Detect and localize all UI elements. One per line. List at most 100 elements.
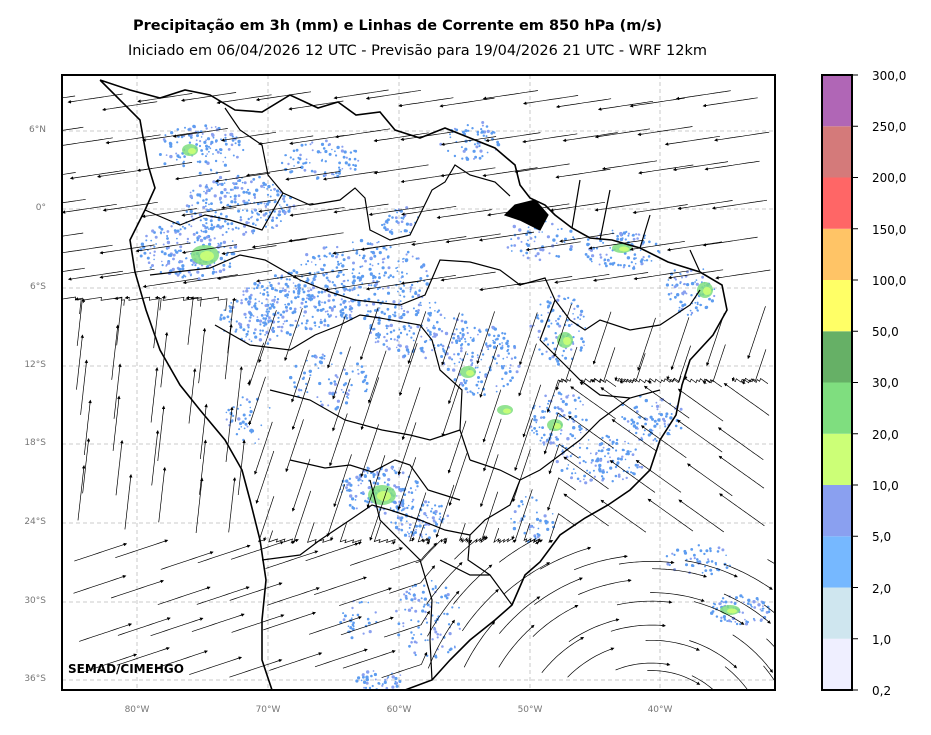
streamline-arrow: [555, 104, 561, 109]
streamline: [601, 500, 647, 533]
streamlines-850hpa: [62, 89, 775, 709]
streamline: [417, 524, 431, 543]
streamline: [63, 203, 117, 213]
streamline: [229, 659, 281, 678]
streamline-arrow: [719, 493, 724, 497]
streamline: [573, 555, 627, 571]
streamline: [329, 413, 348, 465]
streamline: [402, 275, 456, 284]
streamline: [596, 201, 650, 211]
colorbar-band: [822, 587, 852, 639]
streamline: [480, 231, 535, 241]
streamline-arrow: [198, 617, 204, 621]
streamline: [187, 296, 194, 345]
streamline: [615, 662, 669, 671]
streamline: [327, 484, 346, 536]
streamline: [401, 131, 456, 140]
streamline-arrow: [216, 100, 222, 105]
map-title: Precipitação em 3h (mm) e Linhas de Corr…: [133, 18, 662, 34]
streamline: [154, 650, 207, 669]
streamline-arrow: [458, 561, 463, 566]
streamline: [188, 369, 196, 424]
streamline-arrow: [733, 574, 738, 578]
streamline: [723, 593, 770, 623]
streamline: [679, 500, 724, 533]
streamline: [286, 419, 304, 471]
streamline: [199, 441, 206, 495]
streamline: [158, 468, 166, 523]
streamline: [442, 271, 496, 281]
streamline-arrow: [330, 536, 334, 542]
streamline: [689, 640, 737, 668]
streamline-arrow: [231, 297, 237, 302]
streamline-arrow: [311, 611, 317, 616]
streamline-arrow: [263, 536, 267, 542]
streamline-arrow: [666, 375, 670, 381]
streamline-arrow: [114, 296, 120, 301]
streamline-arrow: [536, 596, 541, 600]
streamline-arrow: [401, 435, 406, 441]
streamline: [441, 167, 496, 177]
streamline-arrow: [672, 167, 678, 172]
colorbar-band: [822, 382, 852, 434]
streamline: [610, 624, 665, 632]
streamline: [555, 274, 610, 283]
streamline: [253, 238, 307, 248]
streamline-arrow: [124, 295, 130, 300]
lat-label: 0°: [35, 203, 46, 213]
streamline-arrow: [718, 455, 723, 460]
streamline: [618, 561, 673, 565]
rain-core-high: [727, 608, 737, 614]
streamline: [290, 135, 345, 144]
streamline: [427, 591, 459, 637]
streamline-arrow: [407, 359, 411, 365]
streamline: [551, 201, 606, 211]
streamline-arrow: [209, 551, 214, 555]
streamline-arrow: [439, 104, 445, 108]
streamline-arrow: [484, 535, 489, 541]
streamline-arrow: [180, 98, 186, 102]
streamline-arrow: [700, 598, 705, 602]
streamline: [569, 416, 614, 449]
streamline: [333, 244, 388, 254]
country-borders: [99, 79, 728, 690]
streamline: [375, 132, 429, 142]
streamline-arrow: [445, 239, 451, 244]
streamline: [648, 375, 682, 384]
streamline: [258, 310, 277, 362]
streamline-arrow: [741, 381, 746, 385]
streamline: [402, 206, 457, 215]
rain-core-high: [563, 337, 571, 345]
streamline: [367, 455, 386, 507]
streamline: [667, 345, 691, 384]
streamline-arrow: [758, 706, 759, 709]
streamline: [182, 92, 237, 101]
streamline-arrow: [441, 432, 445, 437]
rain-core-high: [619, 246, 629, 252]
streamline: [590, 239, 644, 249]
streamline: [223, 245, 277, 254]
streamline: [567, 648, 613, 678]
streamline: [415, 537, 448, 564]
streamline: [389, 543, 437, 571]
streamline-arrow: [291, 425, 296, 431]
streamline: [184, 274, 238, 284]
lon-label: 50°W: [517, 705, 543, 715]
streamline: [115, 441, 123, 496]
streamline-arrow: [555, 386, 560, 391]
map-frame: [61, 74, 776, 691]
streamline: [284, 308, 303, 360]
streamline: [766, 638, 775, 648]
streamline: [635, 270, 689, 280]
streamline: [480, 491, 499, 542]
streamline: [339, 588, 391, 606]
rain-core-high: [703, 287, 711, 295]
streamline: [340, 617, 393, 636]
streamline-arrow: [360, 355, 364, 361]
streamline: [115, 540, 167, 559]
streamline-arrow: [426, 540, 431, 545]
streamline-arrow: [495, 589, 499, 593]
streamline: [442, 312, 460, 365]
streamline-arrow: [255, 97, 261, 102]
streamline: [438, 209, 492, 218]
